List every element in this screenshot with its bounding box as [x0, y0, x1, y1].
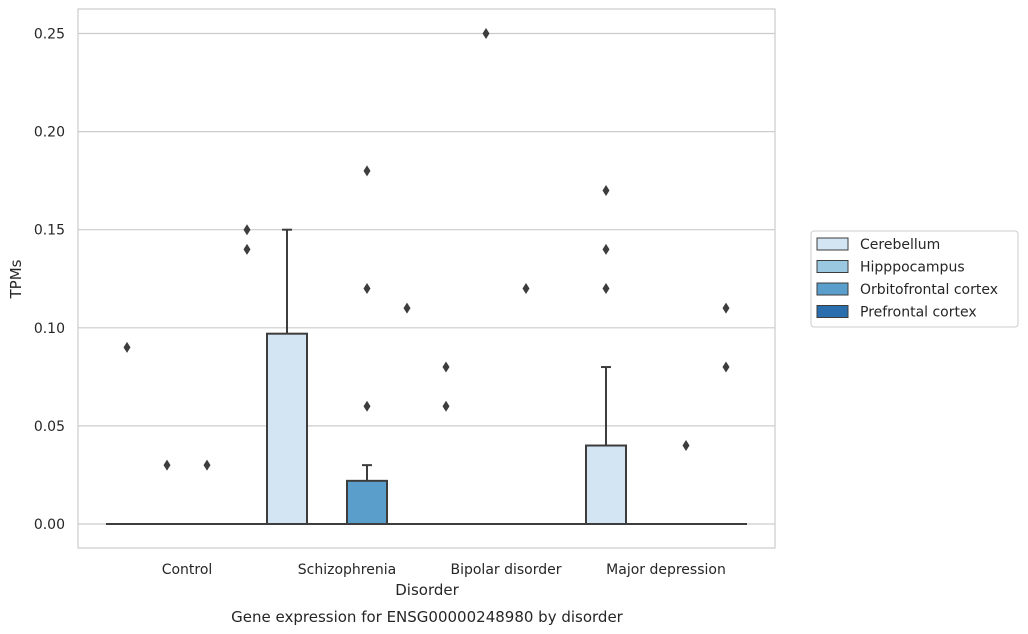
box-0-0 [106, 341, 148, 526]
x-tick-label: Control [162, 562, 213, 578]
box-body [585, 444, 627, 525]
legend-item-label: Cerebellum [860, 237, 940, 253]
legend-item-label: Orbitofrontal cortex [860, 282, 998, 298]
chart-caption: Gene expression for ENSG00000248980 by d… [231, 608, 624, 626]
box-0-2 [425, 361, 467, 526]
box-2-1 [346, 165, 388, 525]
x-tick-label: Major depression [606, 562, 726, 578]
y-tick-label: 0.20 [34, 125, 65, 141]
outlier-point [243, 224, 251, 236]
legend: Cerebellum Hipppocampus Orbitofrontal cort… [810, 230, 1019, 328]
outlier-point [602, 283, 610, 295]
legend-swatch [816, 282, 849, 296]
y-tick-label: 0.10 [34, 321, 65, 337]
outlier-point [482, 28, 490, 39]
box-3-1 [386, 302, 428, 526]
y-tick-label: 0.15 [34, 223, 65, 239]
outlier-point [203, 459, 211, 471]
box-3-3 [705, 302, 747, 526]
x-tick-label: Bipolar disorder [450, 562, 561, 578]
legend-item-label: Hipppocampus [860, 260, 965, 276]
x-axis-label: Disorder [395, 581, 459, 599]
legend-swatch [816, 305, 849, 318]
legend-frame [810, 230, 1019, 328]
box-2-2 [505, 283, 547, 526]
outlier-point [442, 400, 450, 412]
outlier-point [682, 440, 690, 452]
box-0-3 [585, 184, 627, 525]
box-3-0 [226, 224, 268, 526]
plot-area [77, 8, 776, 549]
x-tick-label: Schizophrenia [298, 562, 396, 578]
outlier-point [442, 361, 450, 373]
y-tick-label: 0.05 [34, 419, 65, 435]
y-tick-label: 0.25 [34, 27, 65, 43]
outlier-point [602, 243, 610, 255]
y-axis-label: TPMs [7, 259, 25, 299]
outlier-point [722, 361, 730, 373]
box-1-0 [146, 459, 188, 526]
outlier-point [163, 459, 171, 471]
outlier-point [363, 283, 371, 295]
outlier-point [123, 341, 131, 353]
x-axis-ticks: Control Schizophrenia Bipolar disorder Majo… [162, 562, 726, 578]
box-body [266, 332, 308, 525]
y-gridlines [78, 32, 775, 525]
y-tick-label: 0.00 [34, 517, 65, 533]
box-body [346, 479, 388, 525]
box-0-1 [266, 228, 308, 525]
outlier-point [243, 243, 251, 255]
legend-swatch [816, 237, 849, 251]
outlier-point [363, 165, 371, 177]
box-2-3 [665, 440, 707, 526]
outlier-point [363, 400, 371, 412]
y-axis-ticks: 0.00 0.05 0.10 0.15 0.20 0.25 [34, 27, 65, 534]
outlier-point [403, 302, 411, 314]
outlier-point [602, 184, 610, 196]
box-2-0 [186, 459, 228, 526]
box-1-2 [465, 28, 507, 526]
outlier-point [522, 283, 530, 295]
outlier-point [722, 302, 730, 314]
legend-item-label: Prefrontal cortex [860, 305, 977, 321]
box-marks [106, 28, 747, 526]
legend-swatch [816, 260, 849, 273]
